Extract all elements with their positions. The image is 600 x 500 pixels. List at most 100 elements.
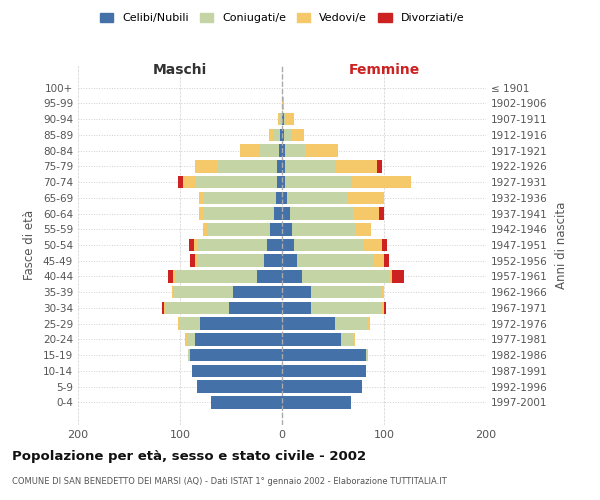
Bar xyxy=(187,333,196,345)
Bar xyxy=(282,254,298,267)
Bar xyxy=(284,113,286,126)
Bar xyxy=(175,270,257,283)
Bar xyxy=(278,113,280,126)
Bar xyxy=(240,144,259,157)
Bar xyxy=(188,349,190,362)
Bar xyxy=(302,270,389,283)
Bar xyxy=(282,144,285,157)
Bar xyxy=(384,302,386,314)
Bar xyxy=(282,380,362,393)
Bar xyxy=(183,176,196,188)
Bar xyxy=(374,254,384,267)
Bar xyxy=(277,176,282,188)
Bar xyxy=(349,192,384,204)
Bar xyxy=(365,349,368,362)
Bar xyxy=(384,254,389,267)
Bar xyxy=(211,396,282,408)
Bar xyxy=(292,223,355,235)
Bar xyxy=(280,113,282,126)
Bar xyxy=(282,207,290,220)
Bar xyxy=(257,270,282,283)
Bar xyxy=(285,144,305,157)
Bar xyxy=(389,270,392,283)
Bar xyxy=(284,128,292,141)
Bar xyxy=(282,349,365,362)
Y-axis label: Anni di nascita: Anni di nascita xyxy=(554,202,568,288)
Bar xyxy=(364,238,382,252)
Bar xyxy=(200,318,282,330)
Bar xyxy=(196,176,277,188)
Bar xyxy=(341,333,353,345)
Bar xyxy=(196,254,197,267)
Bar xyxy=(269,128,274,141)
Bar xyxy=(197,238,267,252)
Bar xyxy=(178,318,180,330)
Bar xyxy=(205,207,274,220)
Bar xyxy=(311,302,382,314)
Bar xyxy=(282,318,335,330)
Bar xyxy=(336,160,377,172)
Bar xyxy=(190,349,282,362)
Bar xyxy=(294,238,364,252)
Bar xyxy=(287,192,349,204)
Bar xyxy=(352,176,410,188)
Bar xyxy=(199,207,205,220)
Bar xyxy=(282,286,311,298)
Bar xyxy=(305,144,338,157)
Bar xyxy=(282,97,284,110)
Bar xyxy=(173,270,175,283)
Bar xyxy=(282,113,284,126)
Bar xyxy=(280,128,282,141)
Bar xyxy=(282,192,287,204)
Bar xyxy=(161,302,164,314)
Bar xyxy=(199,192,205,204)
Bar xyxy=(379,207,384,220)
Bar xyxy=(263,254,282,267)
Bar xyxy=(259,144,279,157)
Bar xyxy=(180,318,200,330)
Bar xyxy=(174,286,233,298)
Bar xyxy=(382,238,387,252)
Bar xyxy=(203,223,206,235)
Bar xyxy=(285,176,352,188)
Bar xyxy=(392,270,404,283)
Bar xyxy=(382,286,384,298)
Bar xyxy=(172,286,174,298)
Bar xyxy=(298,254,374,267)
Bar xyxy=(311,286,382,298)
Bar xyxy=(196,160,218,172)
Bar xyxy=(274,207,282,220)
Bar xyxy=(168,270,173,283)
Bar xyxy=(194,238,197,252)
Bar xyxy=(196,333,282,345)
Bar xyxy=(270,223,282,235)
Bar xyxy=(286,113,294,126)
Bar xyxy=(178,176,183,188)
Bar xyxy=(206,223,270,235)
Bar xyxy=(274,128,280,141)
Bar xyxy=(277,160,282,172)
Bar xyxy=(282,176,285,188)
Bar xyxy=(282,396,352,408)
Bar xyxy=(282,302,311,314)
Bar xyxy=(377,160,382,172)
Bar xyxy=(197,254,263,267)
Bar xyxy=(218,160,277,172)
Bar xyxy=(292,128,304,141)
Bar xyxy=(355,223,371,235)
Bar xyxy=(353,207,379,220)
Bar xyxy=(229,302,282,314)
Bar xyxy=(382,302,384,314)
Text: COMUNE DI SAN BENEDETTO DEI MARSI (AQ) - Dati ISTAT 1° gennaio 2002 - Elaborazio: COMUNE DI SAN BENEDETTO DEI MARSI (AQ) -… xyxy=(12,478,447,486)
Text: Popolazione per età, sesso e stato civile - 2002: Popolazione per età, sesso e stato civil… xyxy=(12,450,366,463)
Bar xyxy=(282,128,284,141)
Legend: Celibi/Nubili, Coniugati/e, Vedovi/e, Divorziati/e: Celibi/Nubili, Coniugati/e, Vedovi/e, Di… xyxy=(100,13,464,24)
Bar xyxy=(166,302,229,314)
Bar xyxy=(285,160,336,172)
Bar xyxy=(335,318,368,330)
Bar xyxy=(282,238,294,252)
Bar xyxy=(233,286,282,298)
Y-axis label: Fasce di età: Fasce di età xyxy=(23,210,36,280)
Bar xyxy=(185,333,187,345)
Bar xyxy=(282,333,341,345)
